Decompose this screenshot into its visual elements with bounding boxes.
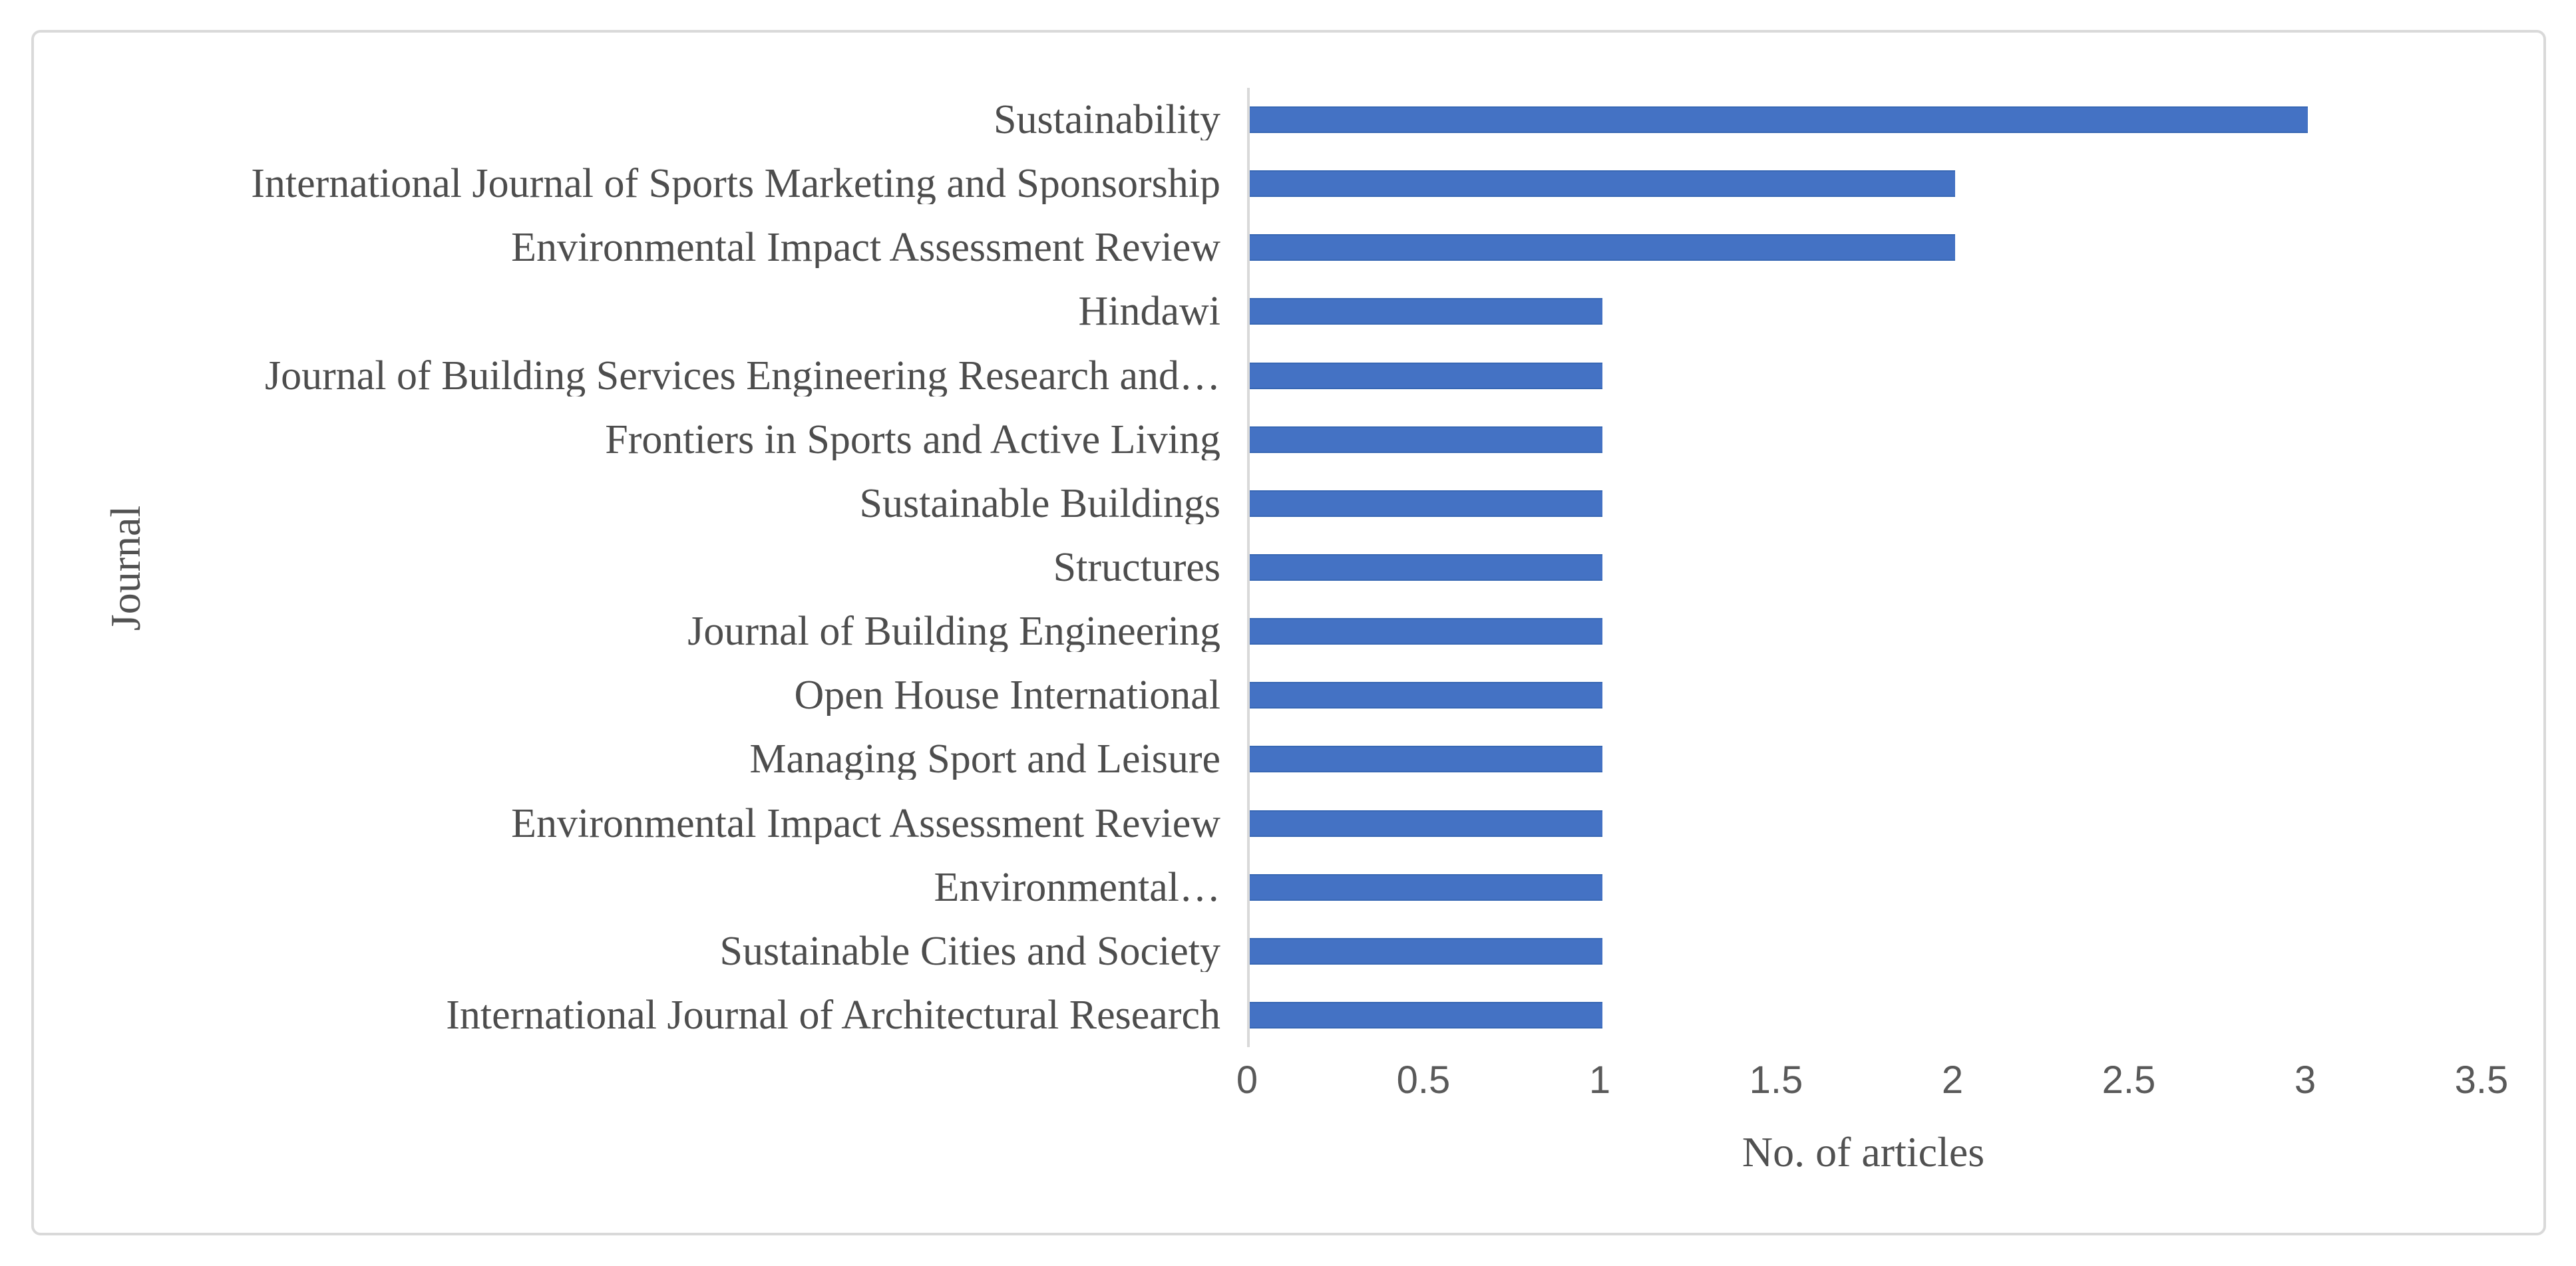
chart-frame: Journal Sustainability International Jour… xyxy=(31,30,2546,1235)
bar xyxy=(1250,170,1955,198)
category-label: Sustainable Buildings xyxy=(859,482,1221,524)
y-axis-line xyxy=(1247,88,1250,1047)
category-label: Frontiers in Sports and Active Living xyxy=(605,418,1220,460)
category-label: Sustainability xyxy=(994,99,1220,141)
x-tick-label: 3 xyxy=(2294,1058,2316,1102)
bar xyxy=(1250,490,1602,517)
category-label: Open House International xyxy=(794,675,1220,716)
category-label: Structures xyxy=(1053,547,1220,588)
x-tick-label: 1.5 xyxy=(1749,1058,1803,1102)
category-label: Journal of Building Services Engineering… xyxy=(265,355,1220,396)
category-label: Sustainable Cities and Society xyxy=(719,930,1220,972)
category-label: International Journal of Architectural R… xyxy=(446,994,1220,1036)
bar xyxy=(1250,234,1955,261)
x-tick-label: 0 xyxy=(1236,1058,1258,1102)
category-label: International Journal of Sports Marketin… xyxy=(251,163,1220,205)
x-tick-label: 0.5 xyxy=(1396,1058,1451,1102)
bar xyxy=(1250,362,1602,389)
bar xyxy=(1250,618,1602,645)
plot-area xyxy=(1247,88,2482,1047)
bar xyxy=(1250,106,2308,134)
bar xyxy=(1250,426,1602,453)
x-tick-label: 1 xyxy=(1588,1058,1611,1102)
x-tick-label: 2.5 xyxy=(2102,1058,2156,1102)
x-axis-title: No. of articles xyxy=(1742,1128,1985,1176)
bar xyxy=(1250,873,1602,901)
bar xyxy=(1250,1001,1602,1029)
bar xyxy=(1250,937,1602,965)
bar xyxy=(1250,298,1602,325)
category-label: Environmental Impact Assessment Review xyxy=(511,227,1220,269)
category-axis-labels: Sustainability International Journal of S… xyxy=(34,33,1220,1238)
bar xyxy=(1250,810,1602,837)
category-label: Managing Sport and Leisure xyxy=(749,738,1220,780)
x-tick-label: 2 xyxy=(1941,1058,1964,1102)
category-label: Environmental… xyxy=(934,866,1220,908)
bar xyxy=(1250,746,1602,773)
bar xyxy=(1250,554,1602,581)
bar xyxy=(1250,682,1602,709)
x-tick-label: 3.5 xyxy=(2454,1058,2509,1102)
category-label: Hindawi xyxy=(1078,291,1220,333)
category-label: Environmental Impact Assessment Review xyxy=(511,802,1220,844)
category-label: Journal of Building Engineering xyxy=(687,611,1220,653)
